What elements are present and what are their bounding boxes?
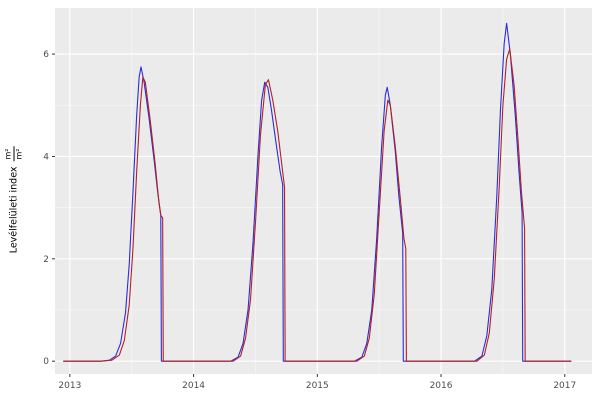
x-tick-label: 2013 xyxy=(58,381,81,391)
y-tick-label: 0 xyxy=(43,357,49,367)
series-line-red xyxy=(63,48,572,362)
series-line-blue xyxy=(63,22,572,362)
x-tick-label: 2017 xyxy=(553,381,576,391)
x-tick-label: 2016 xyxy=(430,381,453,391)
y-tick-label: 4 xyxy=(43,152,49,162)
x-tick-label: 2015 xyxy=(306,381,329,391)
y-tick-label: 2 xyxy=(43,255,49,265)
y-tick-label: 6 xyxy=(43,50,49,60)
x-tick-label: 2014 xyxy=(182,381,205,391)
